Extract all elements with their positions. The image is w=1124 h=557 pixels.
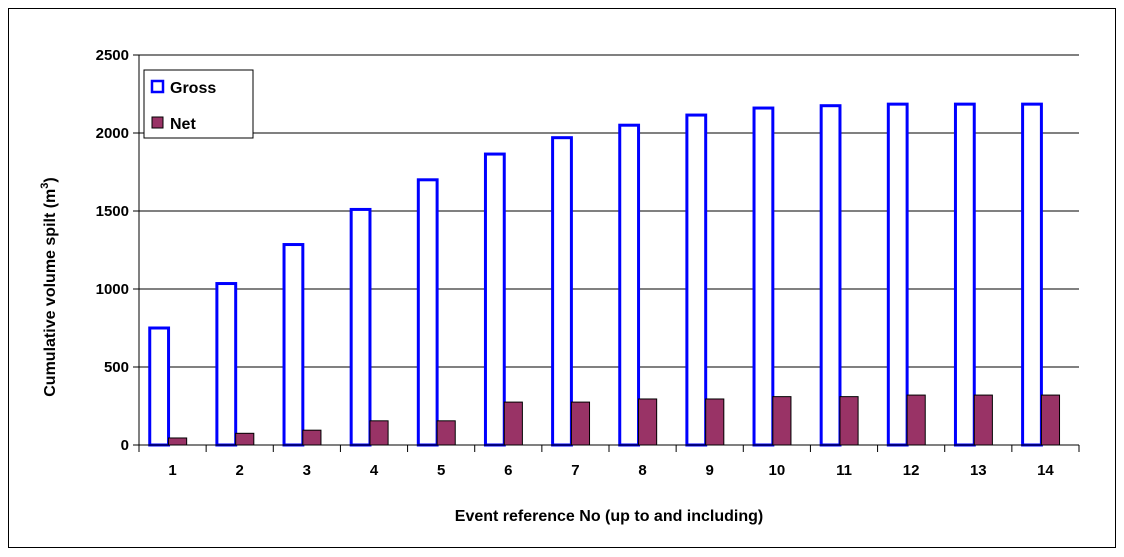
x-tick-label: 11 (836, 462, 852, 479)
bar-gross (215, 282, 238, 447)
bar-net (302, 429, 322, 446)
bar-gross (416, 178, 439, 447)
bar-gross (551, 136, 573, 447)
bar-net (906, 394, 926, 446)
x-tick-label: 10 (769, 462, 786, 479)
x-tick-label: 6 (504, 462, 512, 479)
bar-gross (483, 152, 506, 447)
bar-net (973, 394, 993, 446)
bar-net (705, 398, 725, 446)
bar-gross (886, 102, 909, 447)
bar-net (235, 432, 255, 446)
y-tick-label: 500 (104, 359, 129, 376)
y-axis-title-main: Cumulative volume spilt (m (42, 189, 59, 397)
legend-net-label: Net (170, 116, 196, 133)
legend-net-swatch (151, 116, 164, 129)
x-tick-label: 2 (236, 462, 244, 479)
x-axis-title: Event reference No (up to and including) (455, 508, 763, 525)
bar-net (436, 420, 456, 446)
x-tick-label: 4 (370, 462, 379, 479)
y-tick-label: 2500 (96, 47, 129, 64)
legend-gross-label: Gross (170, 80, 216, 97)
bar-gross (752, 106, 775, 447)
y-axis-title-superscript: 3 (39, 183, 51, 189)
bar-gross (819, 104, 842, 447)
y-tick-label: 2000 (96, 125, 129, 142)
bar-gross (1021, 102, 1043, 447)
bar-net (772, 396, 792, 446)
bar-net (1040, 394, 1061, 446)
bar-net (638, 398, 658, 446)
y-tick-label: 1000 (96, 281, 129, 298)
bar-net (570, 401, 591, 446)
bar-gross (685, 113, 708, 447)
gridlines (139, 54, 1079, 368)
legend: Gross Net (143, 69, 254, 139)
x-tick-label: 1 (168, 462, 176, 479)
bar-gross (618, 123, 641, 447)
bar-gross (148, 326, 171, 447)
y-axis-title-suffix: ) (42, 177, 59, 182)
x-tick-label: 13 (970, 462, 987, 479)
y-tick-label: 1500 (96, 203, 129, 220)
y-axis-title: Cumulative volume spilt (m3) (39, 177, 59, 397)
bar-gross (953, 102, 976, 447)
x-tick-label: 7 (571, 462, 579, 479)
x-tick-label: 8 (638, 462, 646, 479)
x-tick-label: 3 (303, 462, 311, 479)
bar-net (839, 396, 859, 446)
x-tick-label: 12 (903, 462, 920, 479)
bar-gross (349, 207, 372, 447)
legend-gross-swatch (150, 79, 165, 94)
x-tick-label: 5 (437, 462, 445, 479)
axes (133, 54, 1080, 452)
bar-gross (282, 243, 305, 447)
bars (148, 102, 1061, 447)
bar-net (369, 420, 389, 446)
bar-net (168, 437, 188, 446)
x-tick-label: 14 (1037, 462, 1054, 479)
x-tick-label: 9 (706, 462, 714, 479)
y-tick-label: 0 (121, 437, 129, 454)
bar-net (503, 401, 523, 446)
